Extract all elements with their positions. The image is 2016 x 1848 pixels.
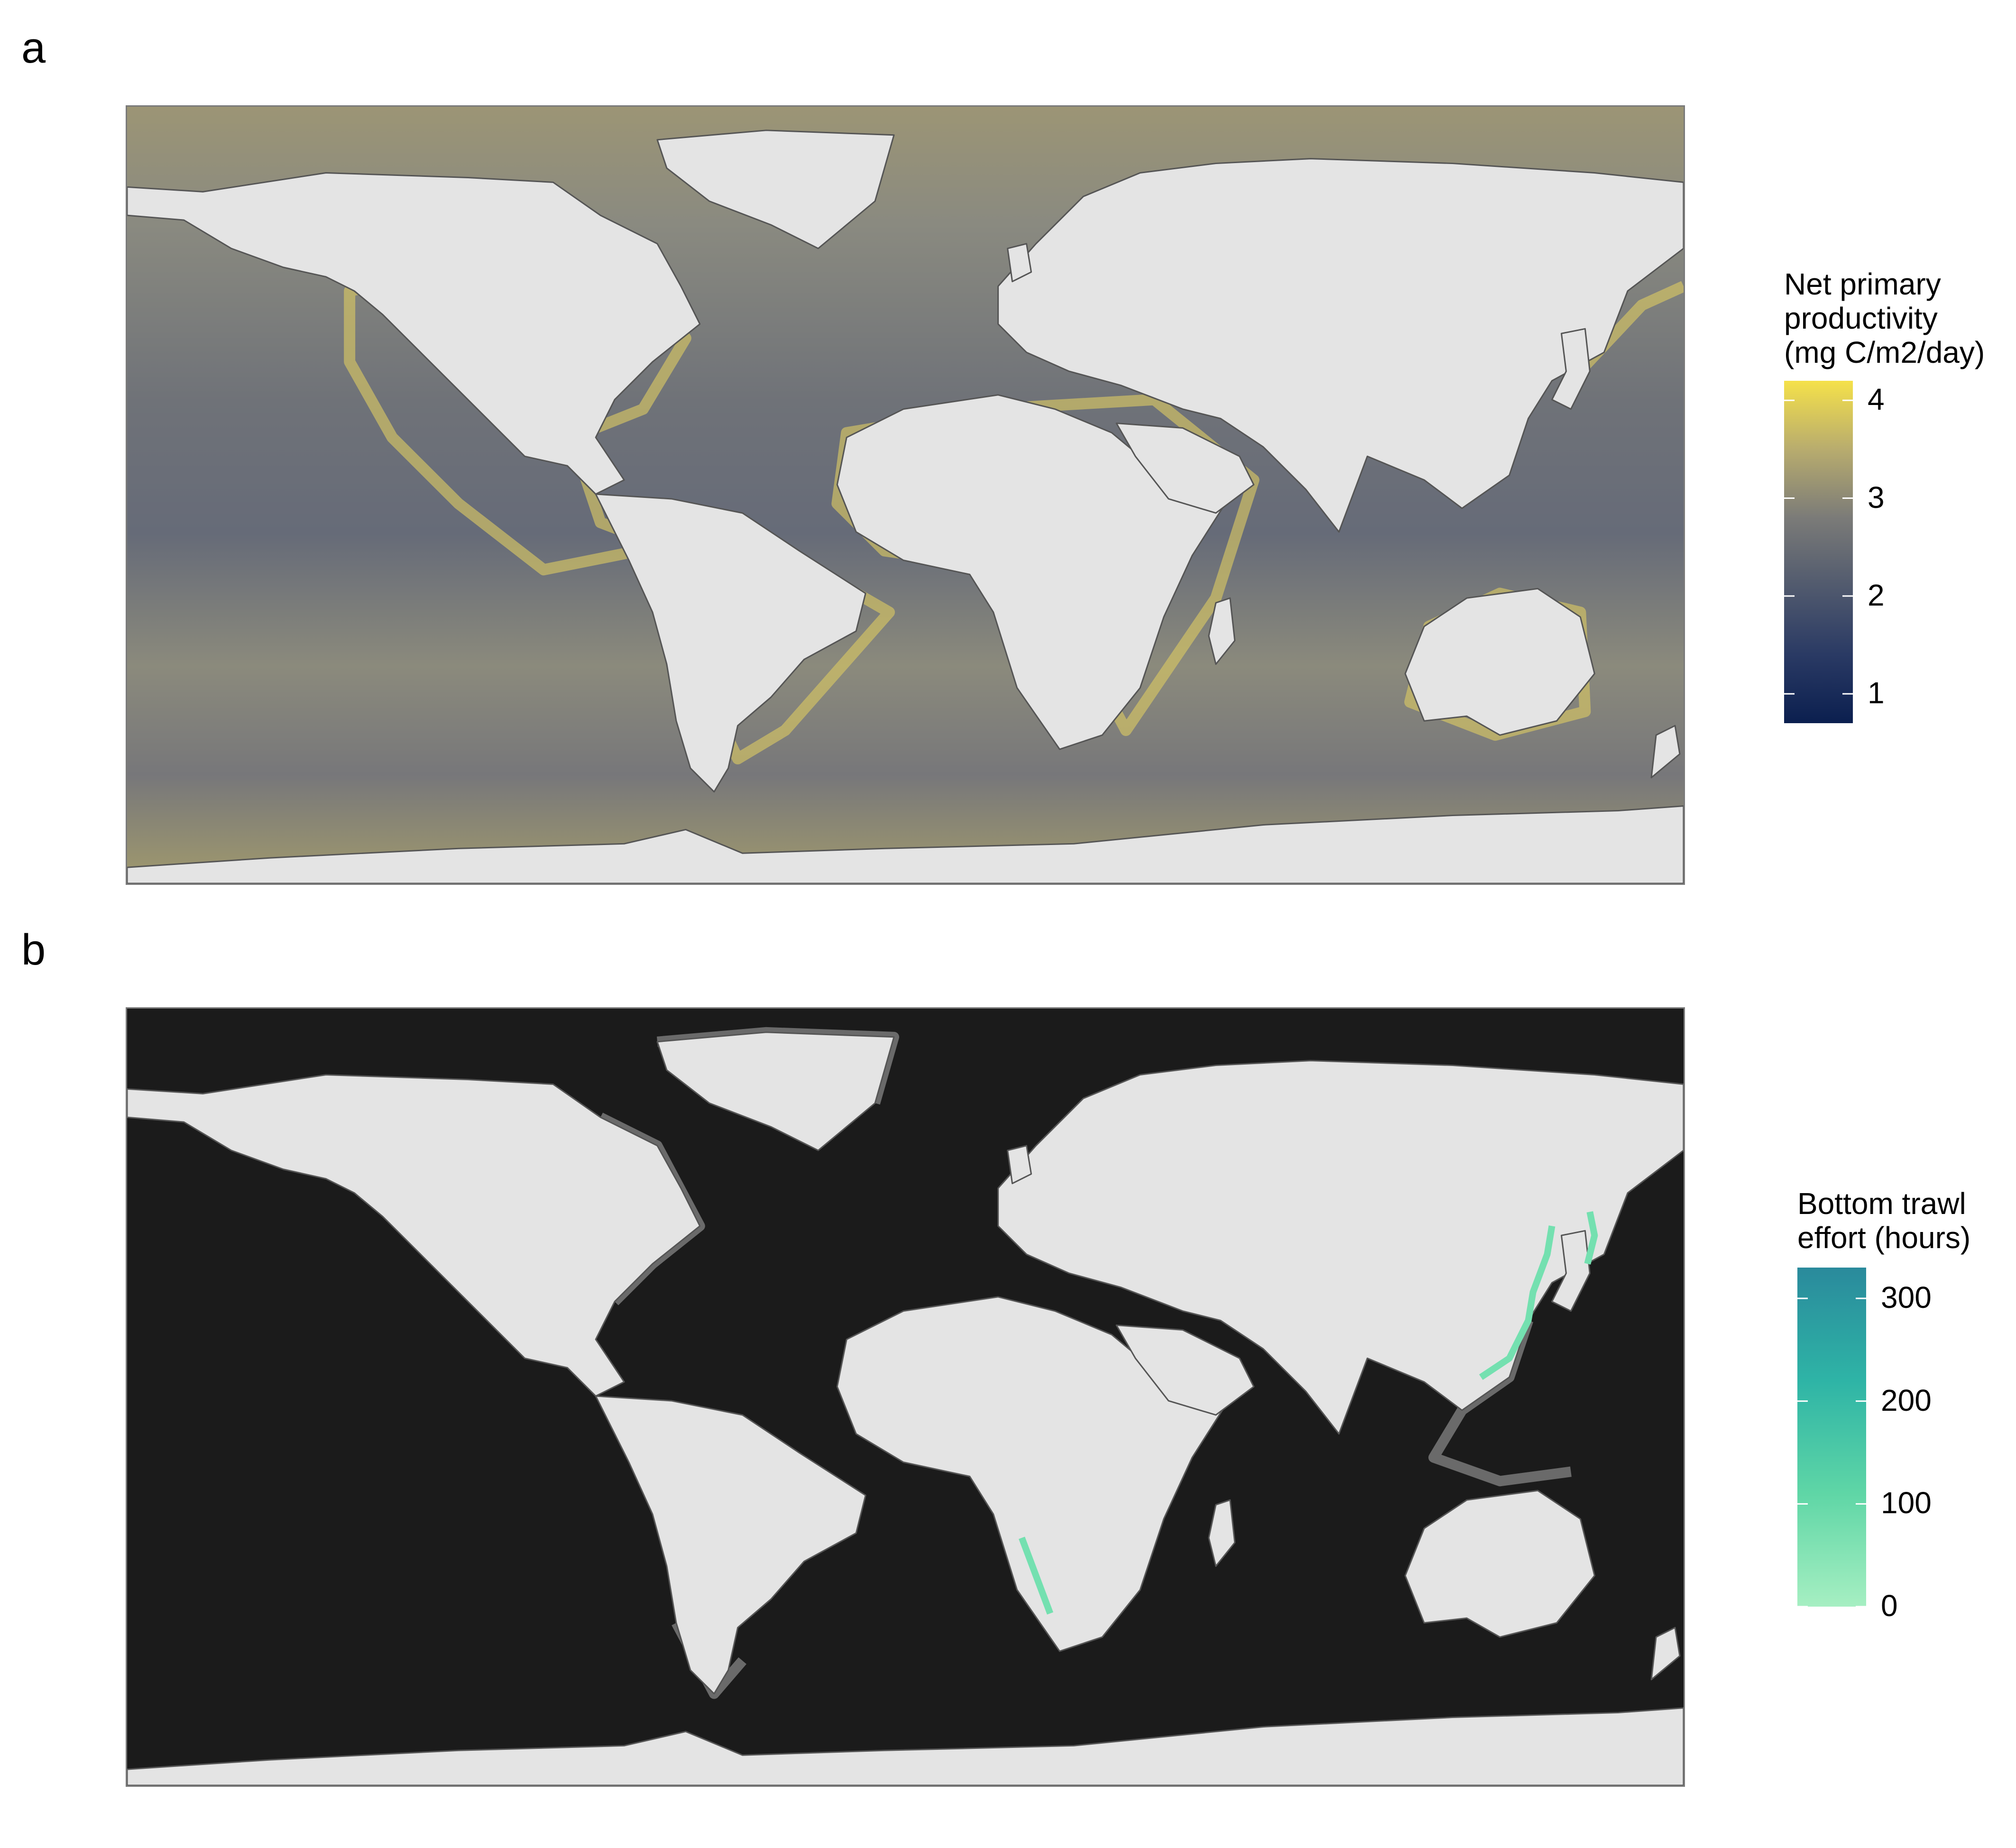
japan-b bbox=[1551, 1230, 1591, 1312]
colorbar-tick-label: 3 bbox=[1868, 480, 1885, 515]
new-zealand-b bbox=[1650, 1627, 1681, 1681]
antarctica-a bbox=[127, 805, 1684, 883]
arabia-b bbox=[1115, 1324, 1255, 1416]
trawl-colorbar bbox=[1797, 1268, 1866, 1608]
trawl-colorbar-svg bbox=[1797, 1268, 1866, 1608]
eurasia-a bbox=[997, 158, 1684, 533]
africa-a bbox=[836, 394, 1226, 750]
greenland-a bbox=[656, 129, 895, 249]
colorbar-tick-label: 300 bbox=[1881, 1280, 1932, 1315]
new-zealand-a bbox=[1650, 725, 1681, 779]
land-b bbox=[127, 1031, 1684, 1785]
colorbar-gradient bbox=[1797, 1268, 1866, 1607]
trawl-southwest-africa bbox=[1019, 1536, 1053, 1615]
colorbar-tick-label: 1 bbox=[1868, 676, 1885, 710]
trawl-japan bbox=[1584, 1211, 1598, 1265]
npp-colorbar-svg bbox=[1784, 381, 1853, 723]
antarctica-b bbox=[127, 1707, 1684, 1785]
south-america-a bbox=[595, 493, 866, 793]
colorbar-gradient bbox=[1784, 381, 1853, 723]
colorbar-tick-label: 0 bbox=[1881, 1589, 1898, 1623]
madagascar-a bbox=[1208, 597, 1236, 665]
panel-a-label: a bbox=[21, 24, 46, 72]
panel-b-label: b bbox=[21, 926, 46, 974]
uk-b bbox=[1007, 1145, 1032, 1185]
trawl-effort-b bbox=[1019, 1211, 1598, 1615]
uk-a bbox=[1007, 243, 1032, 283]
japan-a bbox=[1551, 328, 1591, 410]
trawl-map bbox=[126, 1007, 1685, 1787]
colorbar-tick-label: 100 bbox=[1881, 1486, 1932, 1520]
madagascar-b bbox=[1208, 1499, 1236, 1567]
eurasia-b bbox=[997, 1060, 1684, 1435]
colorbar-tick-label: 200 bbox=[1881, 1383, 1932, 1417]
australia-a bbox=[1404, 588, 1595, 736]
land-a bbox=[127, 129, 1684, 883]
arabia-a bbox=[1115, 423, 1255, 514]
trawl-east-asia bbox=[1479, 1225, 1556, 1380]
npp-map bbox=[126, 105, 1685, 885]
npp-map-svg bbox=[127, 107, 1684, 883]
colorbar-tick-label: 4 bbox=[1868, 382, 1885, 417]
greenland-b bbox=[656, 1031, 895, 1151]
south-america-b bbox=[595, 1395, 866, 1695]
australia-b bbox=[1404, 1489, 1595, 1638]
npp-legend-title: Net primary productivity (mg C/m2/day) bbox=[1784, 267, 1985, 369]
npp-colorbar bbox=[1784, 381, 1853, 723]
colorbar-tick-label: 2 bbox=[1868, 578, 1885, 612]
trawl-legend-title: Bottom trawl effort (hours) bbox=[1797, 1186, 1971, 1255]
africa-b bbox=[836, 1296, 1226, 1652]
trawl-map-svg bbox=[127, 1009, 1684, 1785]
